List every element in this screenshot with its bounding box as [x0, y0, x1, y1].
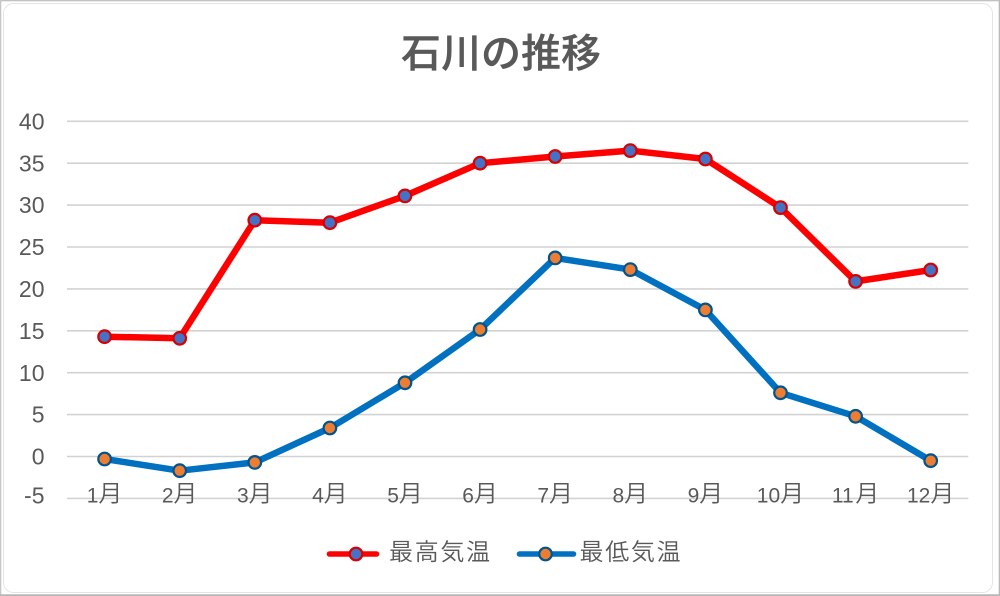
svg-text:9: 9	[688, 484, 700, 507]
svg-text:5: 5	[387, 484, 399, 507]
svg-text:7: 7	[537, 484, 549, 507]
svg-text:15: 15	[19, 318, 45, 344]
svg-text:3: 3	[237, 484, 249, 507]
svg-text:10: 10	[19, 360, 45, 386]
svg-text:6: 6	[462, 484, 474, 507]
svg-text:0: 0	[32, 444, 45, 470]
svg-text:1: 1	[87, 484, 99, 507]
svg-text:25: 25	[19, 234, 45, 260]
svg-text:10: 10	[757, 484, 780, 507]
svg-text:4: 4	[312, 484, 324, 507]
svg-text:8: 8	[613, 484, 625, 507]
svg-text:5: 5	[32, 402, 45, 428]
svg-text:20: 20	[19, 276, 45, 302]
svg-text:35: 35	[19, 150, 45, 176]
svg-text:11: 11	[832, 484, 854, 507]
svg-text:12: 12	[907, 484, 930, 507]
svg-text:30: 30	[19, 192, 45, 218]
svg-text:40: 40	[19, 108, 45, 134]
svg-text:-5: -5	[24, 483, 44, 509]
svg-text:2: 2	[162, 484, 174, 507]
